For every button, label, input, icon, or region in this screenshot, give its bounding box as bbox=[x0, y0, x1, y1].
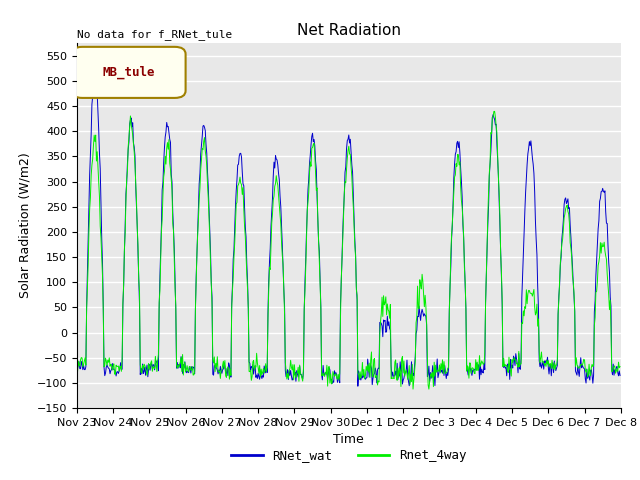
Rnet_4way bbox=[431, 373, 439, 379]
RNet_wat bbox=[195, 205, 202, 211]
Rnet_4way bbox=[194, 231, 202, 237]
RNet_wat bbox=[616, 372, 624, 378]
RNet_wat bbox=[92, 75, 100, 81]
Text: MB_tule: MB_tule bbox=[102, 66, 155, 79]
Rnet_4way bbox=[223, 374, 230, 380]
Legend: RNet_wat, Rnet_4way: RNet_wat, Rnet_4way bbox=[227, 444, 471, 468]
Y-axis label: Solar Radiation (W/m2): Solar Radiation (W/m2) bbox=[18, 153, 31, 299]
FancyBboxPatch shape bbox=[72, 47, 186, 98]
Rnet_4way bbox=[415, 305, 422, 311]
Rnet_4way bbox=[73, 358, 81, 364]
Text: No data for f_RNet_tule: No data for f_RNet_tule bbox=[77, 29, 232, 39]
RNet_wat bbox=[140, 371, 147, 376]
RNet_wat bbox=[416, 312, 424, 317]
RNet_wat bbox=[83, 304, 90, 310]
RNet_wat bbox=[73, 363, 81, 369]
RNet_wat bbox=[223, 365, 231, 371]
Title: Net Radiation: Net Radiation bbox=[297, 23, 401, 38]
Line: Rnet_4way: Rnet_4way bbox=[77, 111, 620, 389]
Rnet_4way bbox=[83, 306, 90, 312]
Rnet_4way bbox=[425, 386, 433, 392]
X-axis label: Time: Time bbox=[333, 433, 364, 446]
Rnet_4way bbox=[616, 364, 624, 370]
Rnet_4way bbox=[139, 362, 147, 368]
Line: RNet_wat: RNet_wat bbox=[77, 78, 620, 386]
RNet_wat bbox=[432, 367, 440, 372]
Rnet_4way bbox=[491, 108, 499, 114]
RNet_wat bbox=[354, 384, 362, 389]
